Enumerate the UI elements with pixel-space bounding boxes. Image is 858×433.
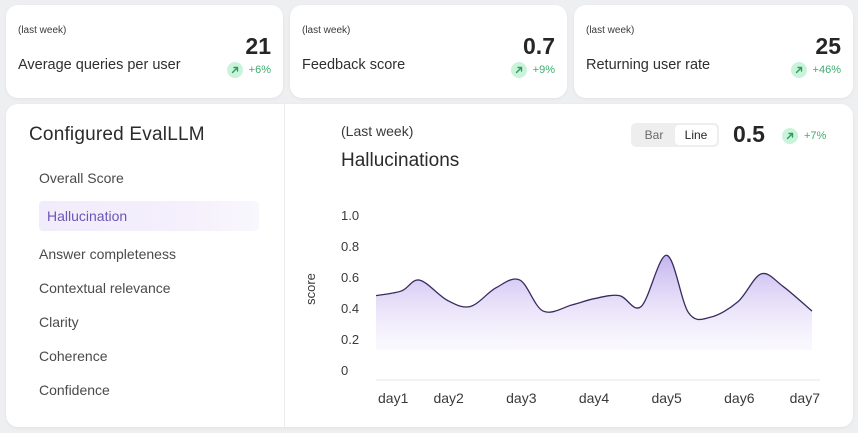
series-line (375, 254, 813, 321)
stat-change: +46% (790, 62, 841, 78)
y-tick-label: 1.0 (341, 208, 359, 223)
sidebar-item-confidence[interactable]: Confidence (39, 382, 110, 398)
stat-value: 0.7 (523, 33, 555, 59)
stat-change-text: +6% (248, 64, 271, 76)
trend-up-icon (790, 62, 807, 78)
stat-value: 25 (815, 33, 841, 59)
stat-card-queries: (last week) Average queries per user 21 … (6, 5, 283, 98)
x-tick-label: day3 (506, 390, 537, 406)
stat-change-text: +46% (812, 64, 841, 76)
y-tick-label: 0.2 (341, 332, 359, 347)
chart-period: (Last week) (341, 123, 414, 139)
sidebar-item-coherence[interactable]: Coherence (39, 348, 108, 364)
stat-card-returning: (last week) Returning user rate 25 +46% (574, 5, 853, 98)
main-panel: Configured EvalLLM Overall Score Halluci… (6, 104, 853, 427)
metrics-sidebar: Configured EvalLLM Overall Score Halluci… (6, 104, 285, 427)
series-area (376, 255, 812, 350)
stat-label: Feedback score (302, 57, 406, 73)
y-axis-label: score (303, 273, 318, 305)
sidebar-item-overall-score[interactable]: Overall Score (39, 170, 124, 186)
stat-period: (last week) (302, 25, 351, 36)
hallucinations-chart: score 0 0.2 0.4 0.6 0.8 1.0 day1 day2 day3 day4 d… (303, 208, 821, 406)
chart-type-toggle: Bar Line (631, 123, 719, 147)
x-tick-label: day5 (651, 390, 682, 406)
y-tick-label: 0 (341, 363, 348, 378)
x-tick-label: day7 (790, 390, 821, 406)
stat-label: Average queries per user (18, 57, 181, 73)
x-tick-label: day6 (724, 390, 755, 406)
sidebar-item-contextual-relevance[interactable]: Contextual relevance (39, 280, 171, 296)
stat-label: Returning user rate (586, 57, 711, 73)
stat-card-feedback: (last week) Feedback score 0.7 +9% (290, 5, 567, 98)
chart-title: Hallucinations (341, 150, 460, 171)
stat-value: 21 (245, 33, 271, 59)
trend-up-icon (782, 128, 798, 144)
chart-current-value: 0.5 (733, 121, 765, 147)
stat-period: (last week) (18, 25, 67, 36)
x-tick-label: day4 (579, 390, 610, 406)
sidebar-item-clarity[interactable]: Clarity (39, 314, 79, 330)
trend-up-icon (510, 62, 527, 78)
stat-change: +9% (510, 62, 555, 78)
stat-change: +6% (226, 62, 271, 78)
chart-change: +7% (782, 128, 826, 144)
stat-period: (last week) (586, 25, 635, 36)
x-tick-label: day2 (433, 390, 464, 406)
trend-up-icon (226, 62, 243, 78)
y-tick-label: 0.8 (341, 239, 359, 254)
y-tick-label: 0.6 (341, 270, 359, 285)
line-toggle-button[interactable]: Line (675, 125, 717, 145)
sidebar-title: Configured EvalLLM (29, 124, 205, 145)
y-tick-label: 0.4 (341, 301, 359, 316)
sidebar-item-hallucination[interactable]: Hallucination (39, 201, 259, 231)
bar-toggle-button[interactable]: Bar (644, 128, 664, 142)
chart-change-text: +7% (804, 130, 827, 142)
stat-change-text: +9% (532, 64, 555, 76)
x-tick-label: day1 (378, 390, 409, 406)
sidebar-item-answer-completeness[interactable]: Answer completeness (39, 246, 176, 262)
